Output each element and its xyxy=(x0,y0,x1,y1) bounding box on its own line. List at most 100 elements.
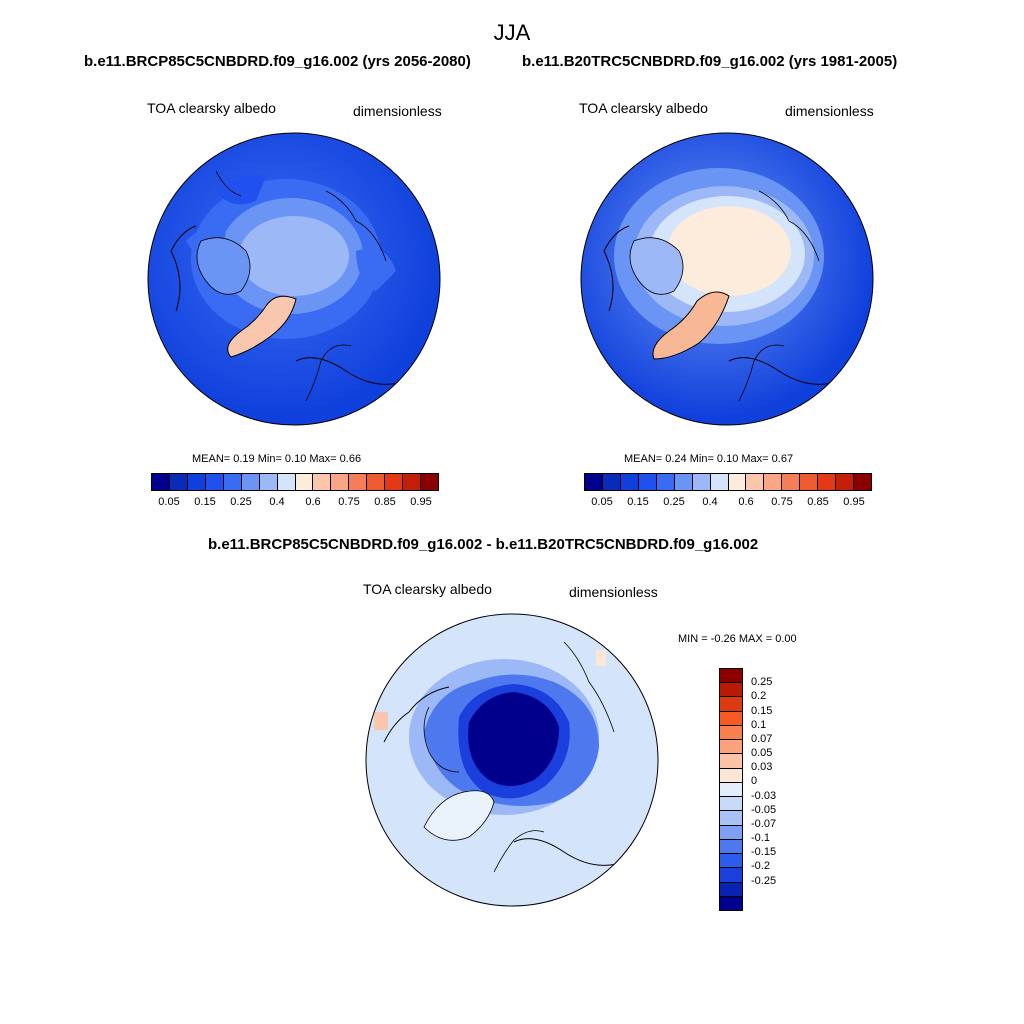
colorbar-label: 0.25 xyxy=(230,496,252,508)
colorbar-label: 0.15 xyxy=(627,496,649,508)
diff-units-label: dimensionless xyxy=(569,584,658,600)
colorbar-swatch xyxy=(720,882,742,897)
colorbar-label: 0.25 xyxy=(663,496,685,508)
right-run-title: b.e11.B20TRC5CNBDRD.f09_g16.002 (yrs 198… xyxy=(522,53,898,70)
colorbar-label: 0.15 xyxy=(194,496,216,508)
colorbar-label: 0.2 xyxy=(751,690,767,703)
colorbar-label: -0.03 xyxy=(751,789,777,802)
colorbar-label: 0.75 xyxy=(771,496,793,508)
diff-title: b.e11.BRCP85C5CNBDRD.f09_g16.002 - b.e11… xyxy=(208,536,759,553)
colorbar-swatch xyxy=(720,669,742,684)
colorbar-swatch xyxy=(720,725,742,741)
colorbar-label: -0.1 xyxy=(751,832,770,845)
colorbar-swatch xyxy=(692,474,711,490)
colorbar-label: 0.85 xyxy=(374,496,396,508)
colorbar-swatch xyxy=(385,474,404,490)
left-colorbar: 0.05 0.15 0.25 0.4 0.6 0.75 0.85 0.95 xyxy=(151,473,439,510)
colorbar-swatch xyxy=(602,474,621,490)
colorbar-swatch xyxy=(728,474,747,490)
colorbar-swatch xyxy=(620,474,639,490)
left-colorbar-swatches xyxy=(151,473,439,491)
diff-polar-map xyxy=(364,612,660,908)
colorbar-swatch xyxy=(638,474,657,490)
colorbar-label: 0.6 xyxy=(738,496,754,508)
colorbar-label: 0.25 xyxy=(751,676,773,689)
colorbar-swatch xyxy=(331,474,350,490)
colorbar-swatch xyxy=(656,474,675,490)
colorbar-swatch xyxy=(720,839,742,855)
colorbar-swatch xyxy=(720,797,742,812)
left-colorbar-labels: 0.05 0.15 0.25 0.4 0.6 0.75 0.85 0.95 xyxy=(151,496,439,510)
colorbar-label: 0.6 xyxy=(305,496,321,508)
diff-variable-label: TOA clearsky albedo xyxy=(363,581,492,597)
colorbar-swatch xyxy=(205,474,224,490)
colorbar-swatch xyxy=(223,474,242,490)
colorbar-swatch xyxy=(800,474,819,490)
right-colorbar-labels: 0.05 0.15 0.25 0.4 0.6 0.75 0.85 0.95 xyxy=(584,496,872,510)
colorbar-swatch xyxy=(720,711,742,726)
colorbar-swatch xyxy=(367,474,386,490)
diff-stats: MIN = -0.26 MAX = 0.00 xyxy=(678,633,797,645)
colorbar-swatch xyxy=(720,854,742,869)
left-stats: MEAN= 0.19 Min= 0.10 Max= 0.66 xyxy=(192,453,362,465)
colorbar-label: -0.2 xyxy=(751,860,770,873)
right-units-label: dimensionless xyxy=(785,103,874,119)
colorbar-label: 0.95 xyxy=(410,496,432,508)
colorbar-label: 0.4 xyxy=(269,496,285,508)
colorbar-swatch xyxy=(259,474,278,490)
colorbar-swatch xyxy=(720,825,742,840)
colorbar-swatch xyxy=(710,474,729,490)
colorbar-label: 0.85 xyxy=(807,496,829,508)
colorbar-label: 0.75 xyxy=(338,496,360,508)
right-colorbar-swatches xyxy=(584,473,872,491)
colorbar-swatch xyxy=(836,474,855,490)
colorbar-swatch xyxy=(720,697,742,712)
diff-colorbar-swatches xyxy=(719,668,743,911)
colorbar-swatch xyxy=(403,474,422,490)
colorbar-label: 0.05 xyxy=(751,747,773,760)
left-units-label: dimensionless xyxy=(353,103,442,119)
colorbar-swatch xyxy=(782,474,801,490)
colorbar-swatch xyxy=(169,474,188,490)
colorbar-swatch xyxy=(421,474,438,490)
left-variable-label: TOA clearsky albedo xyxy=(147,100,276,116)
colorbar-label: 0.4 xyxy=(702,496,718,508)
colorbar-swatch xyxy=(746,474,765,490)
colorbar-swatch xyxy=(674,474,693,490)
colorbar-label: -0.05 xyxy=(751,803,777,816)
colorbar-label: 0.15 xyxy=(751,704,773,717)
colorbar-swatch xyxy=(764,474,783,490)
colorbar-swatch xyxy=(720,868,742,883)
colorbar-swatch xyxy=(152,474,170,490)
colorbar-swatch xyxy=(295,474,314,490)
colorbar-swatch xyxy=(720,896,742,910)
colorbar-swatch xyxy=(585,474,603,490)
colorbar-label: 0.95 xyxy=(843,496,865,508)
colorbar-label: 0.05 xyxy=(591,496,613,508)
colorbar-swatch xyxy=(720,768,742,783)
colorbar-swatch xyxy=(277,474,296,490)
colorbar-swatch xyxy=(854,474,871,490)
colorbar-swatch xyxy=(187,474,206,490)
colorbar-label: 0.07 xyxy=(751,732,773,745)
diff-colorbar: 0.25 0.2 0.15 0.1 0.07 0.05 0.03 0 -0.03 -0.05 -0.… xyxy=(719,668,776,911)
colorbar-swatch xyxy=(818,474,837,490)
colorbar-swatch xyxy=(313,474,332,490)
colorbar-swatch xyxy=(349,474,368,490)
figure-title: JJA xyxy=(493,20,531,45)
colorbar-label: 0.05 xyxy=(158,496,180,508)
left-polar-map xyxy=(146,131,442,427)
colorbar-swatch xyxy=(241,474,260,490)
colorbar-label: 0 xyxy=(751,775,758,788)
right-variable-label: TOA clearsky albedo xyxy=(579,100,708,116)
colorbar-swatch xyxy=(720,782,742,798)
right-polar-map xyxy=(579,131,875,427)
colorbar-swatch xyxy=(720,754,742,769)
colorbar-swatch xyxy=(720,811,742,826)
colorbar-label: -0.25 xyxy=(751,874,777,887)
colorbar-label: -0.15 xyxy=(751,846,777,859)
left-run-title: b.e11.BRCP85C5CNBDRD.f09_g16.002 (yrs 20… xyxy=(84,53,471,70)
right-colorbar: 0.05 0.15 0.25 0.4 0.6 0.75 0.85 0.95 xyxy=(584,473,872,510)
colorbar-label: 0.03 xyxy=(751,761,773,774)
colorbar-swatch xyxy=(720,740,742,755)
